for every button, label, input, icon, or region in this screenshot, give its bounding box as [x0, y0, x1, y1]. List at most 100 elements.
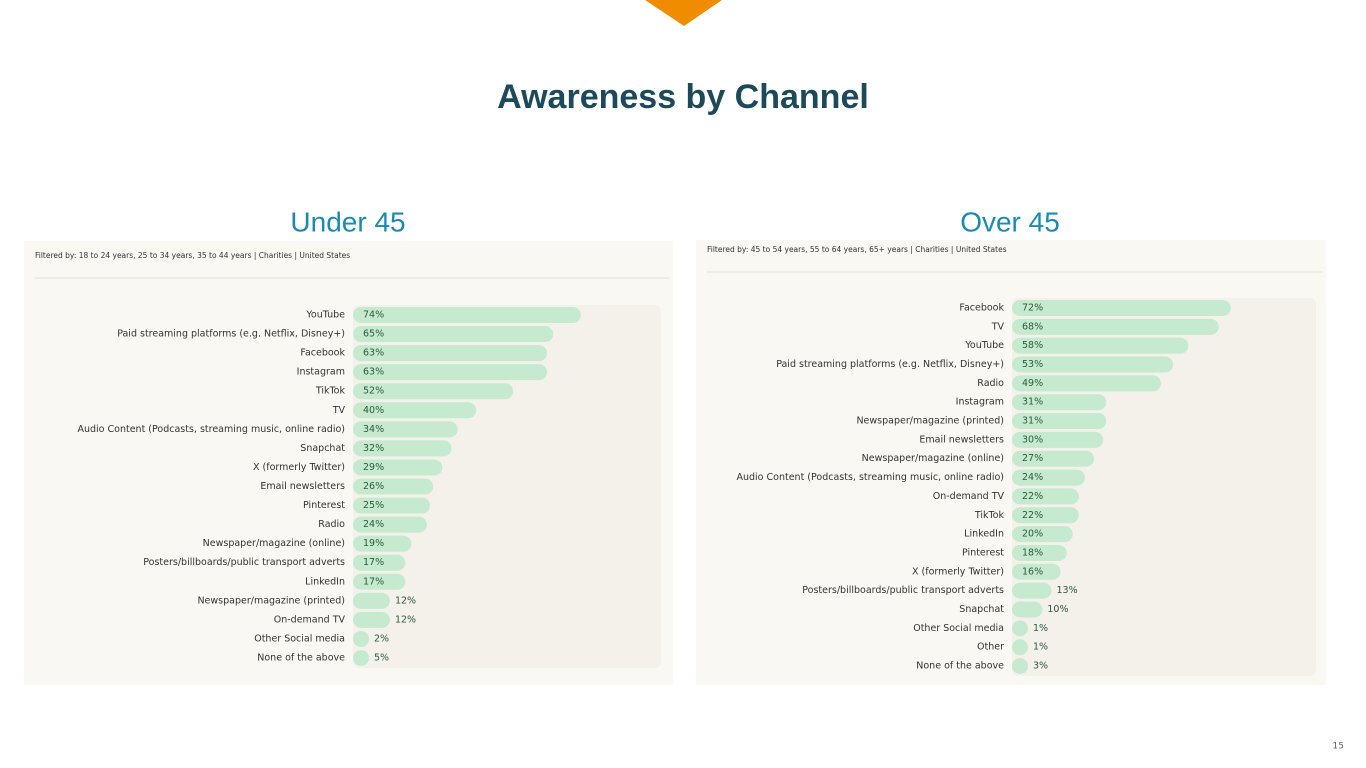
slide-title: Awareness by Channel [497, 78, 869, 116]
category-label: Audio Content (Podcasts, streaming music… [736, 472, 1004, 483]
bar [353, 307, 581, 323]
category-label: X (formerly Twitter) [912, 566, 1004, 577]
value-label: 25% [363, 500, 384, 511]
bar [1012, 639, 1028, 656]
category-label: TikTok [974, 510, 1005, 521]
value-label: 17% [363, 576, 384, 587]
track [1012, 298, 1316, 676]
category-label: LinkedIn [305, 576, 345, 587]
category-label: Paid streaming platforms (e.g. Netflix, … [776, 359, 1004, 370]
value-label: 12% [395, 595, 416, 606]
bar [1012, 601, 1043, 618]
category-label: On-demand TV [274, 614, 346, 625]
bar [1012, 413, 1107, 430]
category-label: YouTube [305, 310, 345, 321]
value-label: 53% [1022, 359, 1043, 370]
value-label: 40% [363, 405, 384, 416]
bar [353, 516, 427, 533]
category-label: Instagram [297, 367, 345, 378]
category-label: Radio [977, 378, 1004, 389]
value-label: 13% [1057, 585, 1078, 596]
bar [1012, 300, 1231, 316]
category-label: Audio Content (Podcasts, streaming music… [77, 424, 345, 435]
bar [1012, 620, 1028, 637]
filter-text: Filtered by: 45 to 54 years, 55 to 64 ye… [707, 245, 1007, 254]
bar [353, 345, 548, 362]
value-label: 10% [1047, 604, 1068, 615]
bar [1012, 526, 1073, 543]
category-label: Snapchat [300, 443, 345, 454]
value-label: 12% [395, 614, 416, 625]
value-label: 22% [1022, 510, 1043, 521]
category-label: LinkedIn [964, 529, 1004, 540]
category-label: Pinterest [962, 547, 1004, 558]
category-label: Other [977, 642, 1004, 653]
value-label: 27% [1022, 453, 1043, 464]
bar [1012, 507, 1079, 524]
value-label: 17% [363, 557, 384, 568]
value-label: 20% [1022, 529, 1043, 540]
bar [353, 611, 390, 628]
decor-triangle [645, 0, 722, 26]
category-label: Newspaper/magazine (printed) [856, 416, 1004, 427]
category-label: Paid streaming platforms (e.g. Netflix, … [117, 329, 345, 340]
bar [353, 421, 458, 438]
category-label: Pinterest [303, 500, 345, 511]
bar [353, 554, 406, 571]
value-label: 58% [1022, 340, 1043, 351]
value-label: 30% [1022, 434, 1043, 445]
category-label: Newspaper/magazine (printed) [197, 595, 345, 606]
category-label: Snapchat [959, 604, 1004, 615]
category-label: None of the above [916, 661, 1004, 672]
value-label: 18% [1022, 547, 1043, 558]
filter-text: Filtered by: 18 to 24 years, 25 to 34 ye… [35, 251, 350, 260]
bar [1012, 356, 1174, 373]
chart-title: Over 45 [960, 206, 1060, 237]
value-label: 32% [363, 443, 384, 454]
bar [1012, 337, 1189, 354]
bar [1012, 469, 1085, 486]
category-label: Facebook [300, 348, 345, 359]
category-label: TV [332, 405, 346, 416]
bar [353, 573, 406, 590]
value-label: 2% [374, 633, 389, 644]
value-label: 72% [1022, 303, 1043, 314]
category-label: Posters/billboards/public transport adve… [143, 557, 345, 568]
category-label: Newspaper/magazine (online) [862, 453, 1004, 464]
page-number: 15 [1333, 742, 1344, 752]
bar [353, 326, 554, 343]
value-label: 52% [363, 386, 384, 397]
bar [1012, 375, 1161, 392]
bar [353, 459, 443, 476]
category-label: Email newsletters [260, 481, 345, 492]
category-label: Other Social media [913, 623, 1004, 634]
bar [1012, 450, 1095, 467]
bar [1012, 431, 1104, 448]
value-label: 19% [363, 538, 384, 549]
value-label: 29% [363, 462, 384, 473]
value-label: 1% [1033, 623, 1048, 634]
bar [1012, 563, 1061, 580]
category-label: TikTok [315, 386, 346, 397]
category-label: Instagram [956, 397, 1004, 408]
category-label: None of the above [257, 653, 345, 664]
value-label: 74% [363, 310, 384, 321]
bar [1012, 394, 1107, 411]
value-label: 3% [1033, 661, 1048, 672]
category-label: Posters/billboards/public transport adve… [802, 585, 1004, 596]
bar [353, 364, 548, 381]
category-label: YouTube [964, 340, 1004, 351]
category-label: Radio [318, 519, 345, 530]
bar [353, 630, 369, 647]
value-label: 31% [1022, 397, 1043, 408]
bar [353, 592, 390, 609]
value-label: 68% [1022, 321, 1043, 332]
value-label: 49% [1022, 378, 1043, 389]
value-label: 1% [1033, 642, 1048, 653]
value-label: 16% [1022, 566, 1043, 577]
value-label: 26% [363, 481, 384, 492]
value-label: 24% [1022, 472, 1043, 483]
bar [1012, 318, 1219, 335]
